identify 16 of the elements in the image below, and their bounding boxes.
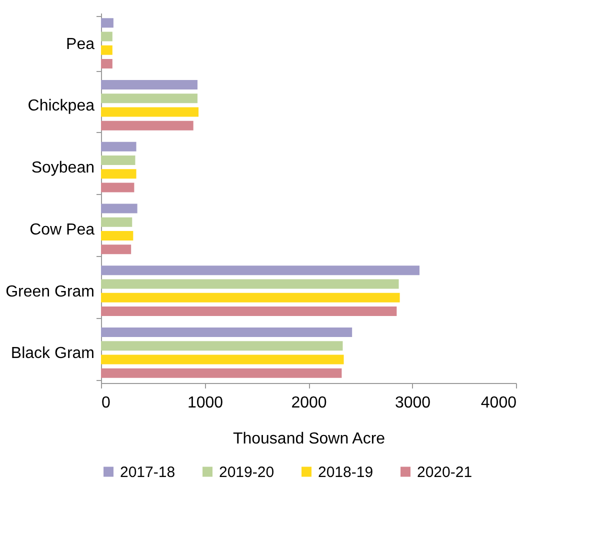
x-tick-label: 2000	[291, 394, 327, 412]
x-tick-label: 3000	[394, 394, 431, 412]
y-tick-label: Green Gram	[6, 283, 94, 300]
x-tick-label: 4000	[480, 394, 517, 412]
legend-label: 2018-19	[318, 464, 374, 481]
y-tick-label: Pea	[66, 36, 95, 53]
legend-label: 2020-21	[417, 464, 472, 481]
y-tick-label: Chickpea	[28, 98, 95, 115]
x-tick-label: 1000	[187, 394, 224, 412]
x-tick-label: 0	[102, 394, 110, 412]
y-tick-label: Cow Pea	[30, 221, 95, 238]
legend-label: 2019-20	[219, 464, 274, 481]
legend-label: 2017-18	[120, 464, 176, 481]
y-tick-label: Soybean	[31, 160, 94, 177]
y-tick-label: Black Gram	[10, 345, 94, 362]
x-axis-title: Thousand Sown Acre	[232, 430, 386, 448]
